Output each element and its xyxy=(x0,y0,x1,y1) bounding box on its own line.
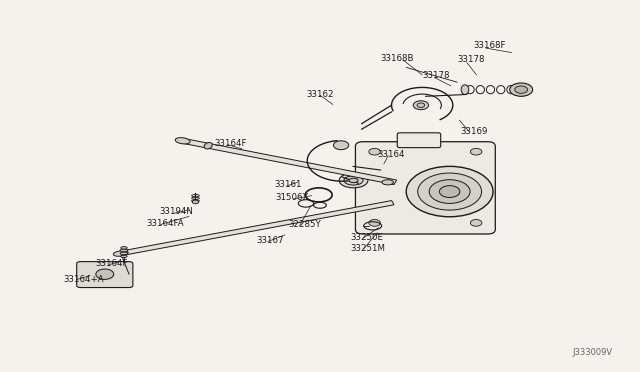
Text: 33194N: 33194N xyxy=(159,208,193,217)
Text: 33251M: 33251M xyxy=(351,244,386,253)
Circle shape xyxy=(470,148,482,155)
Text: 33164FA: 33164FA xyxy=(147,219,184,228)
Text: 33178: 33178 xyxy=(458,55,485,64)
Circle shape xyxy=(440,186,460,198)
Ellipse shape xyxy=(204,142,212,149)
Ellipse shape xyxy=(120,252,128,255)
Text: 33178: 33178 xyxy=(422,71,450,80)
Text: 33164F: 33164F xyxy=(214,138,247,148)
Polygon shape xyxy=(181,138,397,185)
Circle shape xyxy=(192,200,198,204)
Circle shape xyxy=(369,148,380,155)
Ellipse shape xyxy=(344,176,363,185)
FancyBboxPatch shape xyxy=(77,262,133,288)
Ellipse shape xyxy=(339,173,368,188)
Circle shape xyxy=(406,166,493,217)
Text: 33168F: 33168F xyxy=(473,41,506,50)
Text: 33164: 33164 xyxy=(378,150,405,158)
Ellipse shape xyxy=(349,178,358,183)
FancyBboxPatch shape xyxy=(397,133,441,148)
Text: 33162: 33162 xyxy=(306,90,333,99)
Text: 33169: 33169 xyxy=(461,126,488,136)
Ellipse shape xyxy=(121,247,127,249)
Ellipse shape xyxy=(175,138,190,144)
Text: 33164+A: 33164+A xyxy=(63,275,104,284)
FancyBboxPatch shape xyxy=(355,142,495,234)
Text: 33250E: 33250E xyxy=(351,232,383,242)
Circle shape xyxy=(333,141,349,150)
Circle shape xyxy=(509,83,532,96)
Text: 33167: 33167 xyxy=(256,236,284,246)
Ellipse shape xyxy=(461,85,468,94)
Circle shape xyxy=(418,173,481,210)
Text: J333009V: J333009V xyxy=(572,348,612,357)
Circle shape xyxy=(429,180,470,203)
Circle shape xyxy=(369,219,380,226)
Text: 31506X: 31506X xyxy=(275,193,308,202)
Circle shape xyxy=(417,103,425,108)
Circle shape xyxy=(96,269,114,279)
Text: 32285Y: 32285Y xyxy=(288,221,321,230)
Circle shape xyxy=(470,219,482,226)
Text: 33161: 33161 xyxy=(274,180,301,189)
Polygon shape xyxy=(120,201,394,256)
Ellipse shape xyxy=(113,251,128,256)
Ellipse shape xyxy=(382,180,394,185)
Text: 33164F: 33164F xyxy=(95,259,128,268)
Circle shape xyxy=(413,101,429,110)
Text: 33168B: 33168B xyxy=(381,54,414,62)
Ellipse shape xyxy=(120,249,128,252)
Ellipse shape xyxy=(121,255,127,257)
Circle shape xyxy=(515,86,527,93)
